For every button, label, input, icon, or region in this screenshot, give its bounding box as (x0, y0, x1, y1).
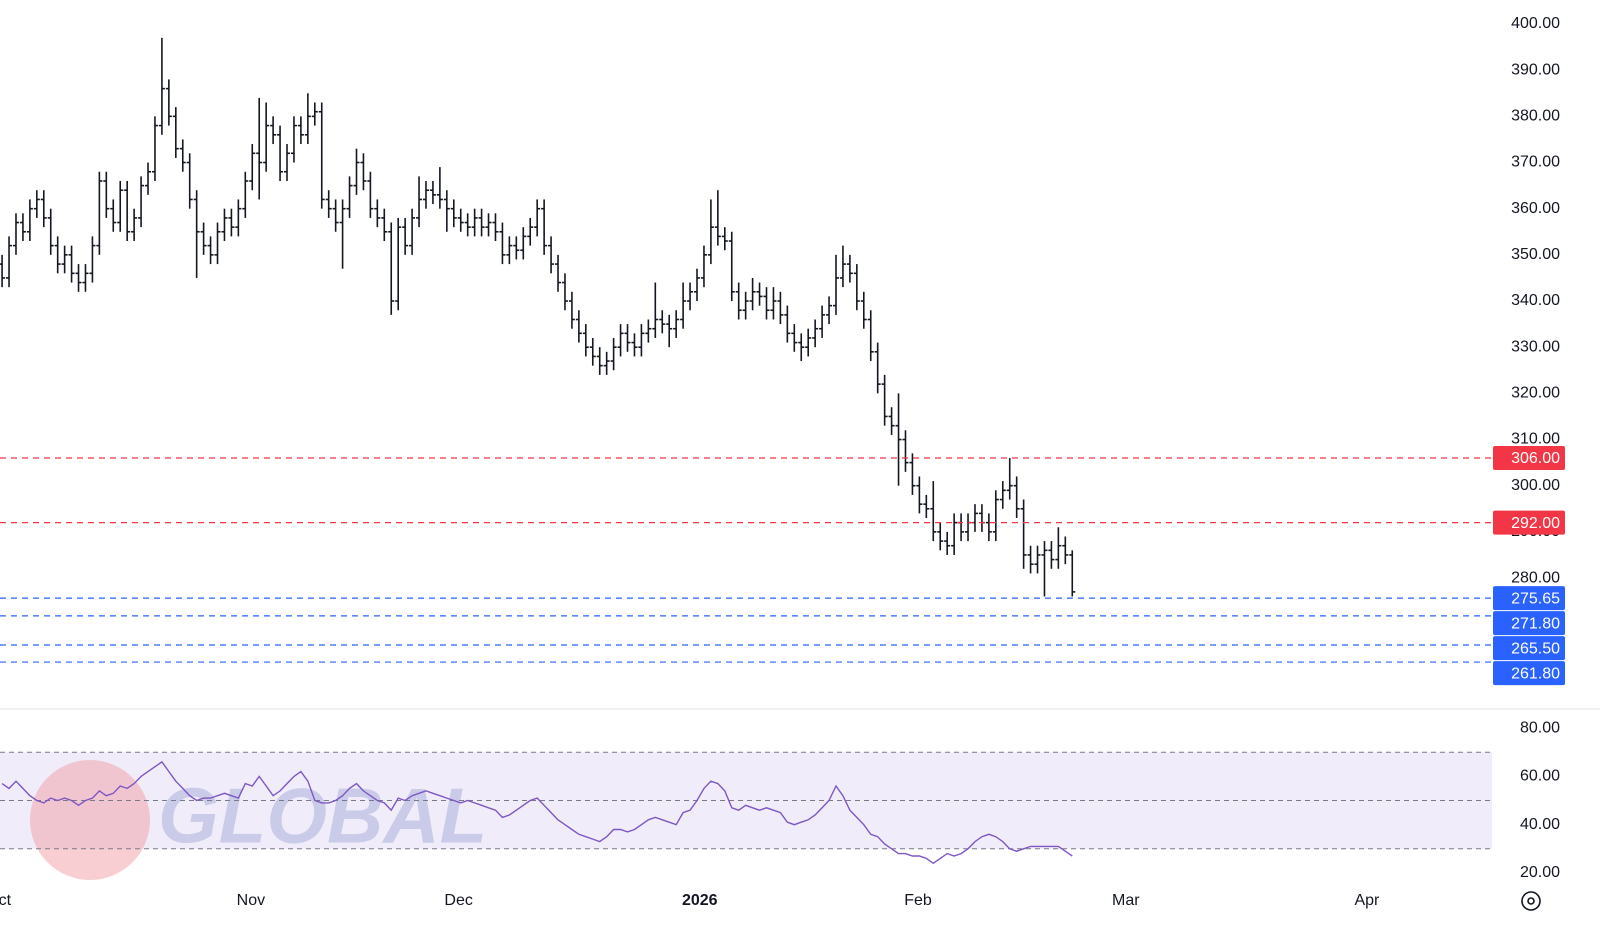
y-tick-label: 360.00 (1511, 200, 1560, 217)
settings-core[interactable] (1527, 897, 1535, 905)
price-line-label: 261.80 (1511, 665, 1560, 682)
y-tick-label: 350.00 (1511, 246, 1560, 263)
y-tick-label: 390.00 (1511, 61, 1560, 78)
price-line-box (1493, 661, 1565, 686)
y-tick-label: 330.00 (1511, 338, 1560, 355)
ohlc-bars (0, 37, 1076, 597)
y-tick-label: 380.00 (1511, 108, 1560, 125)
settings-ring[interactable] (1521, 891, 1541, 911)
watermark-text: GLOBAL (158, 772, 487, 860)
x-tick-label: Apr (1354, 892, 1380, 909)
watermark-logo (30, 760, 150, 880)
y-tick-label: 20.00 (1520, 864, 1560, 881)
price-line-box (1493, 611, 1565, 636)
x-tick-label: ct (0, 892, 12, 909)
y-tick-label: 320.00 (1511, 385, 1560, 402)
y-tick-label: 300.00 (1511, 477, 1560, 494)
price-line-label: 306.00 (1511, 450, 1560, 467)
x-tick-label: Feb (904, 892, 932, 909)
y-tick-label: 60.00 (1520, 768, 1560, 785)
rsi-line (1, 760, 1073, 865)
price-line-box (1493, 445, 1565, 470)
price-line-label: 275.65 (1511, 590, 1560, 607)
price-line-box (1493, 586, 1565, 611)
y-tick-label: 370.00 (1511, 154, 1560, 171)
y-tick-label: 40.00 (1520, 816, 1560, 833)
x-tick-label: Nov (237, 892, 265, 909)
price-line-label: 271.80 (1511, 615, 1560, 632)
price-line-label: 265.50 (1511, 640, 1560, 657)
x-tick-label: Mar (1112, 892, 1140, 909)
y-tick-label: 280.00 (1511, 569, 1560, 586)
y-tick-label: 340.00 (1511, 292, 1560, 309)
watermark: GLOBAL (30, 760, 487, 880)
y-tick-label: 310.00 (1511, 431, 1560, 448)
price-line-label: 292.00 (1511, 515, 1560, 532)
x-tick-label: Dec (444, 892, 472, 909)
x-tick-label: 2026 (682, 892, 718, 909)
y-tick-label: 80.00 (1520, 719, 1560, 736)
price-line-box (1493, 510, 1565, 535)
y-tick-label: 400.00 (1511, 15, 1560, 32)
settings-icon[interactable] (1521, 891, 1541, 911)
price-line-box (1493, 636, 1565, 661)
